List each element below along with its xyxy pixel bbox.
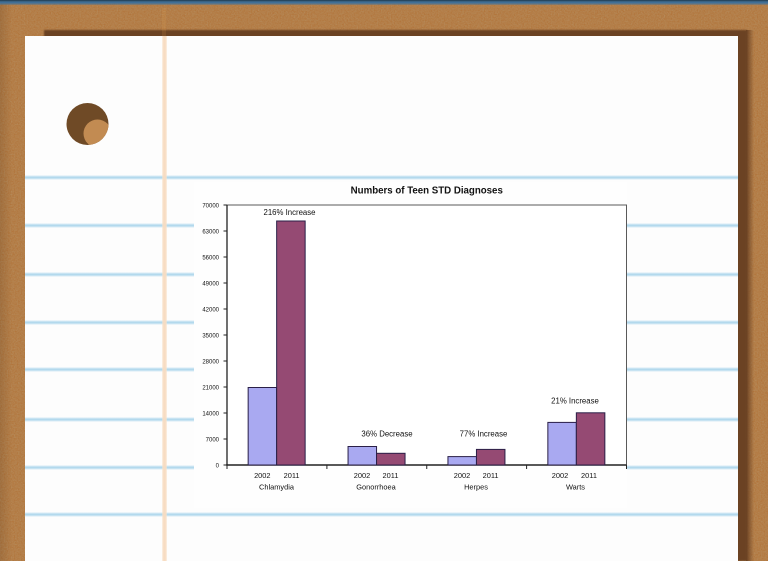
svg-text:2011: 2011 xyxy=(483,471,499,480)
svg-text:2011: 2011 xyxy=(383,471,399,480)
svg-text:Herpes: Herpes xyxy=(464,483,488,492)
svg-text:49000: 49000 xyxy=(202,282,219,288)
svg-text:Numbers of Teen STD Diagnoses: Numbers of Teen STD Diagnoses xyxy=(351,186,503,197)
svg-text:216% Increase: 216% Increase xyxy=(263,208,315,217)
svg-text:Warts: Warts xyxy=(566,483,585,492)
svg-text:21000: 21000 xyxy=(202,386,219,392)
svg-text:2002: 2002 xyxy=(552,471,568,480)
svg-text:42000: 42000 xyxy=(202,308,219,314)
svg-text:14000: 14000 xyxy=(202,412,219,418)
svg-text:Gonorrhoea: Gonorrhoea xyxy=(356,483,396,492)
svg-text:2011: 2011 xyxy=(581,471,597,480)
svg-text:21% Increase: 21% Increase xyxy=(551,396,599,405)
svg-text:Chlamydia: Chlamydia xyxy=(259,483,295,492)
svg-text:36% Decrease: 36% Decrease xyxy=(361,430,412,439)
svg-text:0: 0 xyxy=(216,464,220,470)
svg-text:2011: 2011 xyxy=(284,471,300,480)
svg-text:63000: 63000 xyxy=(202,230,219,236)
svg-text:2002: 2002 xyxy=(454,471,470,480)
svg-text:70000: 70000 xyxy=(202,204,219,210)
svg-text:56000: 56000 xyxy=(202,256,219,262)
svg-text:7000: 7000 xyxy=(206,438,220,444)
svg-text:77% Increase: 77% Increase xyxy=(460,430,508,439)
svg-text:28000: 28000 xyxy=(202,360,219,366)
svg-text:2002: 2002 xyxy=(354,471,370,480)
svg-text:35000: 35000 xyxy=(202,334,219,340)
svg-text:2002: 2002 xyxy=(254,471,270,480)
